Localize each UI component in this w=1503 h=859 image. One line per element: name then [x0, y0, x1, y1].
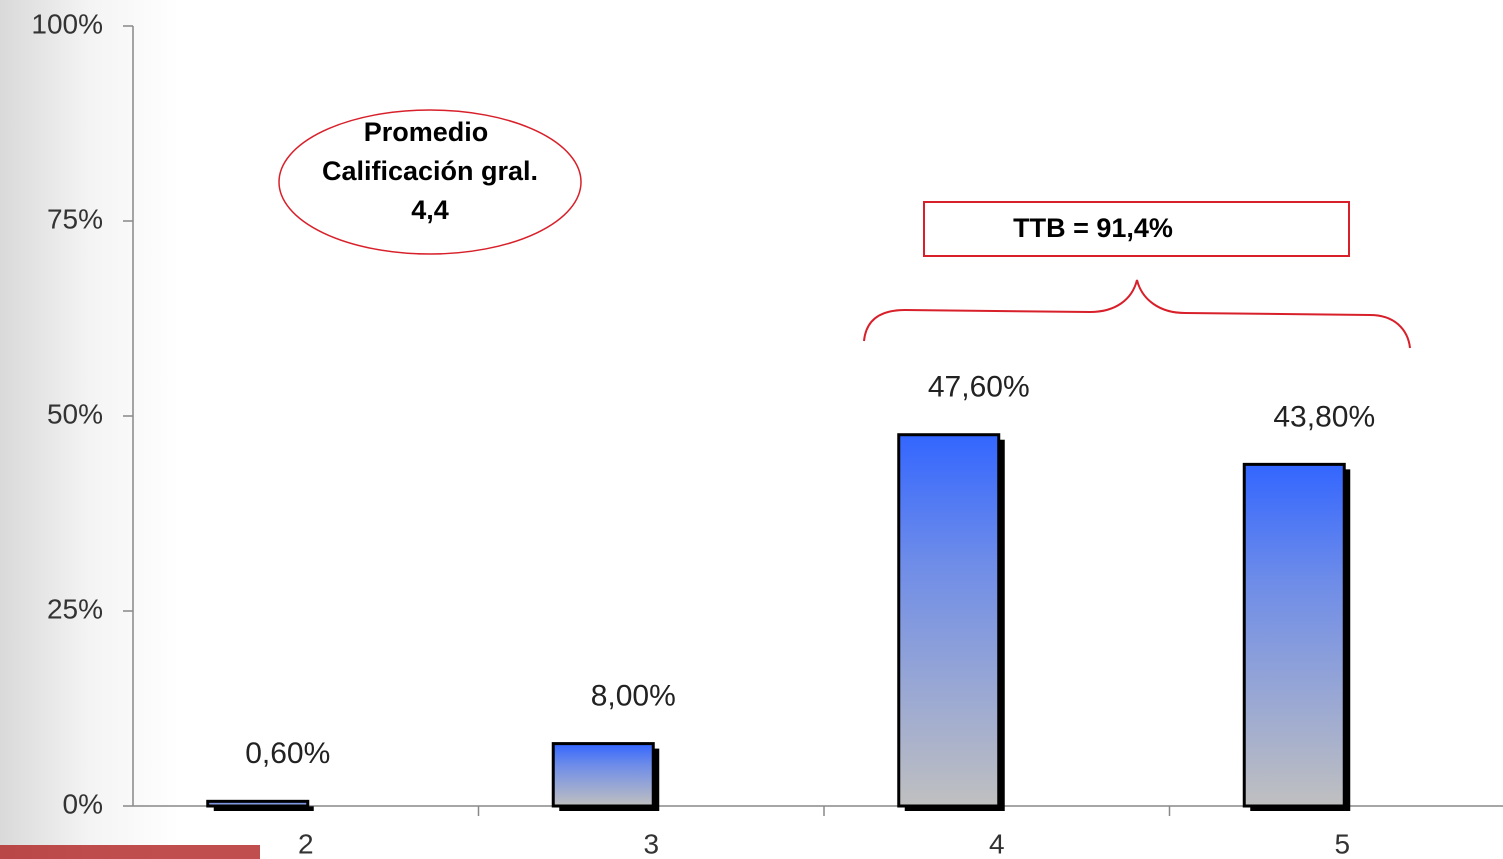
- annotation-box: [923, 201, 1350, 257]
- x-tick-label: 4: [989, 828, 1005, 859]
- data-label: 43,80%: [1273, 400, 1375, 433]
- brace: [863, 279, 1411, 349]
- bar: [1242, 462, 1346, 808]
- data-label: 0,60%: [245, 737, 330, 770]
- annotation-text: Promedio: [364, 117, 489, 147]
- annotation-text: TTB = 91,4%: [1013, 213, 1173, 243]
- decoration: [0, 845, 260, 859]
- y-tick-label: 75%: [47, 203, 103, 234]
- annotation-text: Calificación gral.: [322, 156, 538, 186]
- x-tick-label: 3: [643, 828, 659, 859]
- annotation-text: 4,4: [411, 195, 449, 225]
- x-tick-label: 5: [1334, 828, 1350, 859]
- y-tick-label: 0%: [63, 788, 103, 819]
- data-label: 47,60%: [928, 371, 1030, 404]
- bar: [897, 433, 1001, 808]
- y-tick-label: 50%: [47, 398, 103, 429]
- bar-shadow: [213, 806, 314, 811]
- y-tick-label: 25%: [47, 593, 103, 624]
- data-label: 8,00%: [591, 680, 676, 713]
- bar: [551, 742, 655, 808]
- bar: [206, 799, 310, 808]
- x-tick-label: 2: [298, 828, 314, 859]
- y-tick-label: 100%: [31, 8, 103, 39]
- annotation-ellipse: [278, 109, 582, 255]
